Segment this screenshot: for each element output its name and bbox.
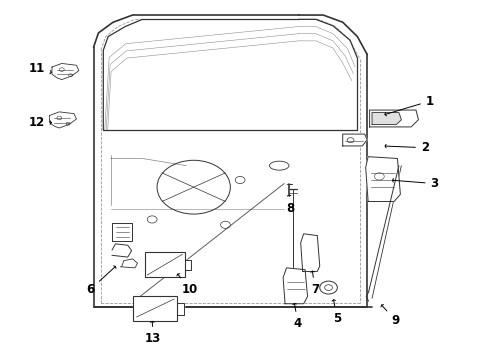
Polygon shape <box>112 244 132 257</box>
Text: 9: 9 <box>381 305 400 327</box>
Polygon shape <box>185 260 191 270</box>
Bar <box>145 252 185 277</box>
Bar <box>133 296 176 320</box>
Bar <box>133 296 176 320</box>
Polygon shape <box>283 268 308 304</box>
Text: 8: 8 <box>287 195 295 215</box>
Text: 4: 4 <box>293 303 302 330</box>
Text: 3: 3 <box>392 177 439 190</box>
Text: 6: 6 <box>86 266 116 296</box>
Polygon shape <box>176 303 184 315</box>
Text: 2: 2 <box>385 141 429 154</box>
Bar <box>145 252 185 277</box>
Polygon shape <box>372 113 401 125</box>
Text: 10: 10 <box>177 274 198 296</box>
Polygon shape <box>301 234 320 271</box>
Text: 7: 7 <box>311 271 319 296</box>
Polygon shape <box>121 259 138 268</box>
Text: 12: 12 <box>29 116 51 129</box>
Text: 13: 13 <box>145 321 161 345</box>
Polygon shape <box>369 110 418 127</box>
Text: 1: 1 <box>385 95 434 116</box>
Text: 5: 5 <box>332 300 341 325</box>
Polygon shape <box>52 63 79 80</box>
Circle shape <box>320 281 337 294</box>
Polygon shape <box>343 134 367 146</box>
Polygon shape <box>49 112 76 128</box>
Polygon shape <box>112 223 132 241</box>
Text: 11: 11 <box>29 62 51 75</box>
Polygon shape <box>366 157 400 202</box>
